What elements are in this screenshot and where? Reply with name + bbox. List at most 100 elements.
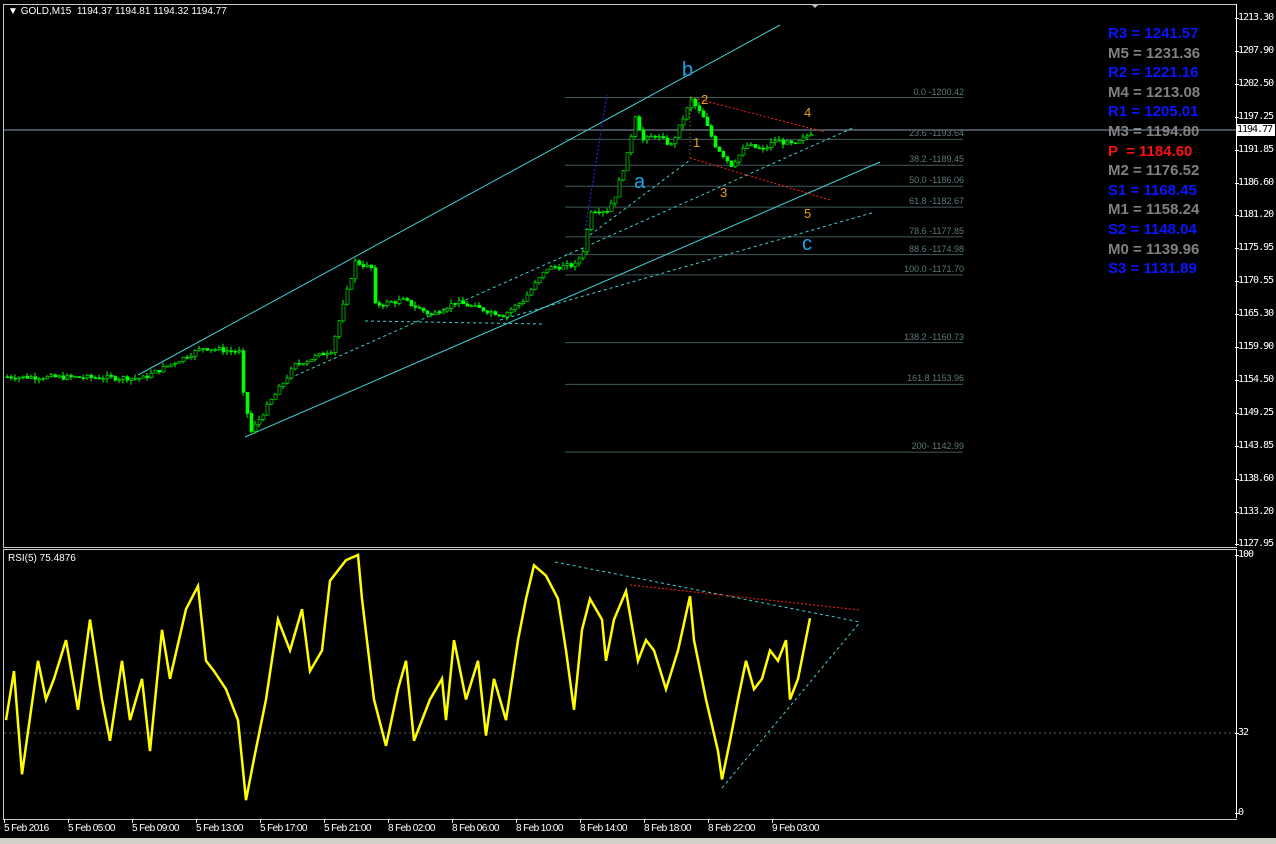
candle-body <box>309 358 314 362</box>
candle-body <box>241 350 246 393</box>
candle-body <box>25 375 30 379</box>
fib-level-label: 88.6 -1174.98 <box>909 243 964 254</box>
candle-body <box>325 353 330 356</box>
candle-body <box>237 350 242 353</box>
time-tick: 9 Feb 03:00 <box>772 819 819 834</box>
price-tick: 1213.30 <box>1234 12 1274 23</box>
candle-body <box>621 170 626 181</box>
candle-body <box>701 110 706 118</box>
candle-body <box>165 365 170 368</box>
candle-body <box>473 304 478 307</box>
candle-body <box>437 311 442 314</box>
candle-body <box>589 211 594 230</box>
fib-level-label: 23.6 -1193.64 <box>909 128 964 139</box>
candle-body <box>129 377 134 381</box>
price-tick: 1133.20 <box>1234 505 1274 517</box>
candle-body <box>89 374 94 378</box>
price-tick: 1138.60 <box>1234 472 1274 484</box>
candle-body <box>413 305 418 308</box>
trend-dashed-line[interactable] <box>289 126 856 379</box>
pivot-level: R1 = 1205.01 <box>1108 103 1199 121</box>
time-tick: 5 Feb 17:00 <box>260 819 307 834</box>
candle-body <box>305 361 310 365</box>
trend-dashed-line[interactable] <box>589 159 691 236</box>
candle-body <box>353 260 358 279</box>
candle-body <box>653 135 658 138</box>
fib-level-label: 61.8 -1182.67 <box>909 196 964 207</box>
candle-body <box>397 299 402 304</box>
wave-label-1: 1 <box>693 135 701 150</box>
candle-body <box>617 179 622 198</box>
rsi-indicator-pane[interactable] <box>3 549 1237 820</box>
price-tick: 1149.25 <box>1234 406 1274 418</box>
candle-body <box>485 310 490 314</box>
rsi-red-line[interactable] <box>629 584 861 611</box>
candle-body <box>505 312 510 318</box>
candle-body <box>689 98 694 109</box>
wave-label-3: 3 <box>720 185 728 200</box>
candle-body <box>553 266 558 268</box>
fib-level-label: 0.0 -1200.42 <box>913 86 964 97</box>
candle-body <box>373 267 378 304</box>
candle-body <box>725 156 730 162</box>
trend-dashed-line[interactable] <box>499 211 876 321</box>
time-tick: 8 Feb 14:00 <box>580 819 627 834</box>
candle-body <box>693 98 698 107</box>
candle-body <box>281 382 286 387</box>
candle-body <box>57 375 62 378</box>
candle-body <box>441 310 446 314</box>
candle-body <box>185 356 190 359</box>
candle-body <box>453 303 458 305</box>
rsi-trend-line[interactable] <box>554 561 861 623</box>
red-dashed-line[interactable] <box>689 157 831 201</box>
price-tick: 1181.20 <box>1234 209 1274 221</box>
channel-upper-line[interactable] <box>137 24 781 376</box>
candle-body <box>481 307 486 312</box>
candle-body <box>577 257 582 264</box>
rsi-support-line[interactable] <box>721 621 861 789</box>
candle-body <box>789 140 794 144</box>
candle-body <box>497 314 502 317</box>
rsi-axis-100: 100 <box>1234 549 1254 560</box>
candle-body <box>509 308 514 313</box>
candle-body <box>733 161 738 167</box>
candle-body <box>217 347 222 350</box>
candle-body <box>361 264 366 267</box>
candle-body <box>17 377 22 380</box>
candle-body <box>101 378 106 381</box>
wave-label-5: 5 <box>804 206 812 221</box>
support-dashed-line[interactable] <box>364 320 544 325</box>
red-dashed-line[interactable] <box>689 96 826 133</box>
fib-level-label: 161.8 1153.96 <box>907 373 964 384</box>
candle-body <box>125 376 130 381</box>
dropdown-triangle-icon[interactable]: ▼ <box>8 6 18 17</box>
candle-body <box>493 311 498 316</box>
price-tick: 1175.95 <box>1234 242 1274 254</box>
candle-body <box>53 374 58 378</box>
candle-body <box>145 375 150 378</box>
candle-body <box>613 196 618 204</box>
price-chart-pane[interactable] <box>3 4 1237 548</box>
candle-body <box>229 350 234 352</box>
candle-body <box>449 303 454 309</box>
candle-body <box>245 391 250 414</box>
pivot-level: S3 = 1131.89 <box>1108 260 1197 278</box>
candle-body <box>661 136 666 139</box>
candle-body <box>93 377 98 379</box>
wave-label-b: b <box>682 59 694 81</box>
fib-level-label: 100.0 -1171.70 <box>904 263 964 274</box>
candle-body <box>717 146 722 152</box>
candle-body <box>33 376 38 380</box>
blue-dotted-line[interactable] <box>584 94 608 231</box>
candle-body <box>785 140 790 145</box>
channel-lower-line[interactable] <box>244 161 881 438</box>
scroll-marker-icon[interactable] <box>811 4 819 8</box>
wave-label-c: c <box>802 233 812 255</box>
status-bar <box>0 838 1276 844</box>
candle-body <box>401 298 406 300</box>
time-tick: 5 Feb 09:00 <box>132 819 179 834</box>
candle-body <box>429 313 434 316</box>
time-tick: 8 Feb 10:00 <box>516 819 563 834</box>
